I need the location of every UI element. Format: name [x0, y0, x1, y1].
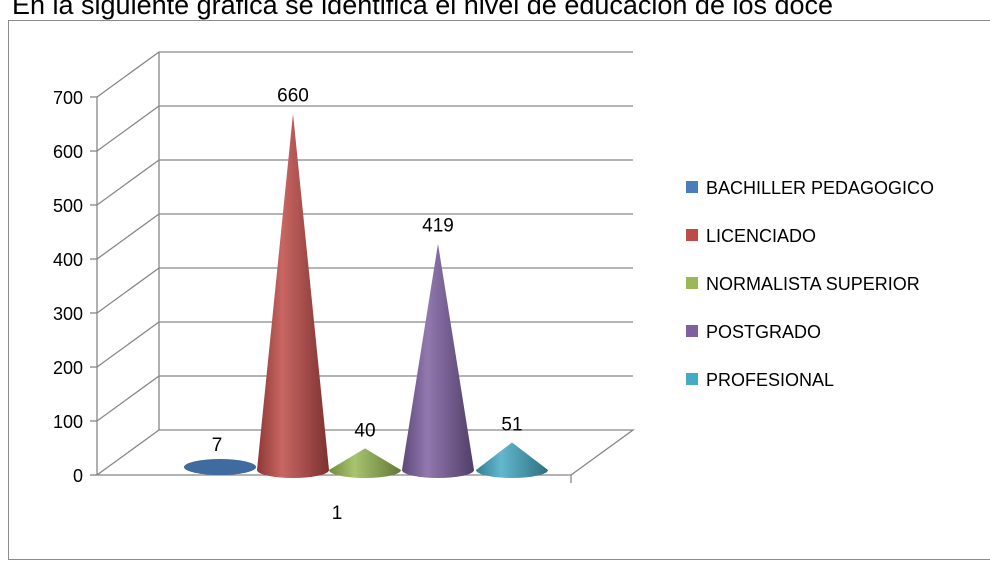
- legend-swatch: [686, 229, 698, 241]
- gridline: [96, 159, 633, 206]
- y-tick-label: 500: [53, 196, 83, 216]
- data-label: 40: [354, 420, 375, 441]
- cone-chart: 0 100 200 300 400 500 600 700 7 660 40 419 51 1 BAC…: [53, 51, 934, 524]
- y-tick-label: 400: [53, 250, 83, 270]
- legend-item: LICENCIADO: [686, 226, 816, 246]
- gridline: [96, 321, 633, 368]
- cone-base: [184, 459, 256, 475]
- chart-frame: 0 100 200 300 400 500 600 700 7 660 40 419 51 1 BAC…: [8, 20, 990, 560]
- gridline: [96, 51, 633, 98]
- cone-body: [329, 448, 401, 478]
- gridline: [96, 267, 633, 314]
- legend-label: BACHILLER PEDAGOGICO: [706, 178, 934, 198]
- gridline: [96, 375, 633, 422]
- cone-body: [257, 113, 329, 478]
- legend-label: PROFESIONAL: [706, 370, 834, 390]
- cone-body: [402, 243, 474, 478]
- axes: [90, 52, 572, 483]
- legend-swatch: [686, 325, 698, 337]
- x-tick-label: 1: [332, 503, 343, 524]
- legend-item: PROFESIONAL: [686, 370, 834, 390]
- cone-licenciado: [257, 113, 329, 478]
- x-tick-labels: 1: [332, 503, 343, 524]
- legend-swatch: [686, 373, 698, 385]
- cone-body: [476, 442, 548, 478]
- y-tick-label: 0: [73, 466, 83, 486]
- y-tick-label: 200: [53, 358, 83, 378]
- legend-swatch: [686, 277, 698, 289]
- y-tick-labels: 0 100 200 300 400 500 600 700: [53, 88, 83, 486]
- data-label: 660: [277, 86, 309, 107]
- legend-label: LICENCIADO: [706, 226, 816, 246]
- y-tick-label: 700: [53, 88, 83, 108]
- y-tick-label: 100: [53, 412, 83, 432]
- data-labels: 7 660 40 419 51: [212, 86, 523, 457]
- gridline: [96, 105, 633, 152]
- y-tick-label: 600: [53, 142, 83, 162]
- legend-swatch: [686, 181, 698, 193]
- data-label: 51: [501, 414, 522, 435]
- data-label: 419: [422, 216, 454, 237]
- legend-label: NORMALISTA SUPERIOR: [706, 274, 920, 294]
- y-tick-label: 300: [53, 304, 83, 324]
- cone-postgrado: [402, 243, 474, 478]
- page-heading: En la siguiente gráfica se identifica el…: [12, 0, 834, 20]
- gridlines: [96, 51, 633, 422]
- cone-normalista-superior: [329, 448, 401, 478]
- cone-profesional: [476, 442, 548, 478]
- legend: BACHILLER PEDAGOGICO LICENCIADO NORMALISTA…: [686, 178, 934, 390]
- data-label: 7: [212, 435, 223, 456]
- cones: [184, 113, 548, 478]
- legend-item: NORMALISTA SUPERIOR: [686, 274, 920, 294]
- gridline: [96, 213, 633, 260]
- legend-item: POSTGRADO: [686, 322, 821, 342]
- cone-bachiller-pedagogico: [184, 459, 256, 475]
- legend-item: BACHILLER PEDAGOGICO: [686, 178, 934, 198]
- legend-label: POSTGRADO: [706, 322, 821, 342]
